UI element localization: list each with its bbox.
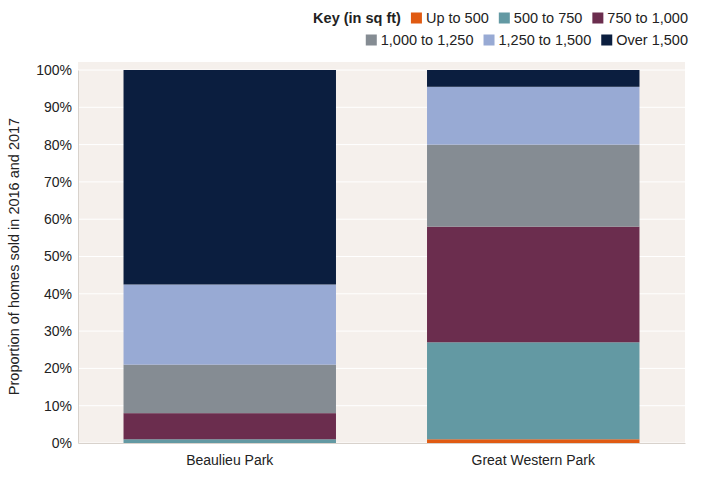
bar-segment <box>427 145 639 227</box>
legend-swatch <box>592 13 603 24</box>
legend-swatch <box>366 35 377 46</box>
legend-label: Up to 500 <box>426 10 489 26</box>
bar-segment <box>124 70 336 284</box>
legend-item: 1,250 to 1,500 <box>484 32 592 48</box>
tick-label: 30% <box>44 323 72 339</box>
legend-item: 1,000 to 1,250 <box>366 32 474 48</box>
series <box>427 439 639 443</box>
tick-label: 60% <box>44 211 72 227</box>
tick: 80% <box>44 137 78 153</box>
tick-label: Great Western Park <box>472 452 596 468</box>
tick: Beaulieu Park <box>186 443 274 468</box>
chart: 0% 10% 20% 30% 40% 50% 60% 70% 80% 90% 100% Beaulie… <box>0 0 721 477</box>
axis-line <box>78 71 79 444</box>
bar-segment <box>124 439 336 443</box>
tick: 10% <box>44 398 78 414</box>
bar-segment <box>427 342 639 439</box>
bar-segment <box>124 365 336 413</box>
legend-label: Over 1,500 <box>616 32 688 48</box>
tick-label: 70% <box>44 174 72 190</box>
legend-item: 750 to 1,000 <box>592 10 688 26</box>
tick-label: 20% <box>44 360 72 376</box>
plot-background <box>78 62 685 443</box>
tick-label: 0% <box>52 435 72 451</box>
bar-segment <box>427 87 639 145</box>
tick-label: 50% <box>44 248 72 264</box>
legend-label: 750 to 1,000 <box>607 10 688 26</box>
bar-segment <box>124 284 336 364</box>
bar-segment <box>427 227 639 343</box>
legend-title: Key (in sq ft) <box>313 10 401 26</box>
tick: 100% <box>36 62 78 78</box>
legend-label: 1,250 to 1,500 <box>499 32 592 48</box>
tick-label: 10% <box>44 398 72 414</box>
tick-label: 40% <box>44 286 72 302</box>
tick: Great Western Park <box>472 443 596 468</box>
legend-swatch <box>484 35 495 46</box>
x-axis: Beaulieu Park Great Western Park <box>79 443 686 468</box>
series <box>124 70 640 284</box>
bars <box>124 70 640 443</box>
tick-label: 90% <box>44 99 72 115</box>
legend-label: 500 to 750 <box>514 10 583 26</box>
tick: 60% <box>44 211 78 227</box>
legend-swatch <box>601 35 612 46</box>
legend-swatch <box>499 13 510 24</box>
legend: Key (in sq ft) Up to 500 500 to 750 750 to … <box>313 10 688 48</box>
legend-label: 1,000 to 1,250 <box>381 32 474 48</box>
legend-item: Up to 500 <box>411 10 489 26</box>
tick-label: Beaulieu Park <box>186 452 274 468</box>
tick: 40% <box>44 286 78 302</box>
tick: 30% <box>44 323 78 339</box>
grid <box>78 70 685 443</box>
tick: 20% <box>44 360 78 376</box>
bar-segment <box>427 70 639 87</box>
tick: 90% <box>44 99 78 115</box>
y-axis: 0% 10% 20% 30% 40% 50% 60% 70% 80% 90% 100% <box>36 62 78 451</box>
axis-title: Proportion of homes sold in 2016 and 201… <box>6 118 22 395</box>
legend-swatch <box>411 13 422 24</box>
tick: 50% <box>44 248 78 264</box>
tick: 70% <box>44 174 78 190</box>
axis-line <box>79 443 686 444</box>
bar-segment <box>427 439 639 443</box>
bar-segment <box>124 413 336 439</box>
tick: 0% <box>52 435 78 451</box>
tick-label: 80% <box>44 137 72 153</box>
legend-item: Over 1,500 <box>601 32 688 48</box>
tick-label: 100% <box>36 62 72 78</box>
legend-item: 500 to 750 <box>499 10 583 26</box>
